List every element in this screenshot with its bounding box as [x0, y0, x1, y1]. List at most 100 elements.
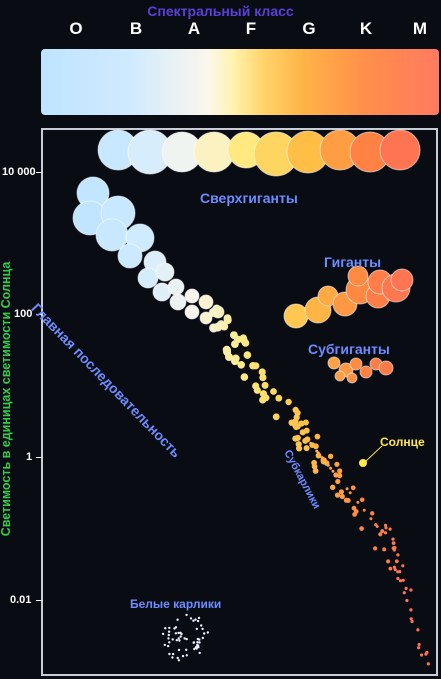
main-sequence-star: [404, 586, 408, 591]
main-sequence-star: [417, 642, 421, 647]
y-tick-mark: [36, 457, 42, 458]
sun-marker: [359, 459, 367, 467]
plot-frame: [41, 128, 438, 676]
white-dwarf-star: [168, 641, 171, 644]
main-sequence-star: [417, 646, 421, 650]
main-sequence-star: [383, 531, 388, 535]
white-dwarf-star: [200, 624, 203, 627]
main-sequence-star: [302, 419, 309, 426]
main-sequence-star: [270, 388, 277, 395]
white-dwarf-star: [197, 646, 200, 649]
main-sequence-star: [213, 322, 223, 332]
white-dwarf-star: [197, 616, 201, 620]
main-sequence-star: [388, 566, 393, 571]
white-dwarf-star: [168, 626, 171, 630]
spectral-class-o: O: [69, 19, 83, 38]
main-sequence-star: [225, 353, 233, 361]
subgiant-star: [359, 365, 373, 379]
subgiant-star: [378, 360, 394, 376]
main-sequence-star: [327, 453, 334, 459]
white-dwarf-star: [198, 651, 201, 655]
main-sequence-star: [370, 511, 375, 516]
main-sequence-star: [275, 394, 283, 402]
main-sequence-star: [337, 468, 343, 474]
white-dwarf-star: [201, 627, 204, 631]
subdwarf-star: [362, 508, 366, 512]
white-dwarf-star: [161, 632, 165, 636]
white-dwarf-star: [198, 641, 201, 644]
y-axis-label: Светимость в единицах светимости Солнца: [0, 261, 13, 537]
white-dwarf-star: [177, 637, 180, 640]
white-dwarf-star: [171, 638, 174, 641]
subdwarf-star: [369, 517, 373, 521]
white-dwarf-star: [167, 630, 171, 633]
white-dwarf-star: [203, 632, 206, 635]
supergiants-label: Сверхгиганты: [200, 190, 298, 206]
main-sequence-star: [388, 527, 392, 531]
main-sequence-star: [339, 493, 345, 500]
white-dwarf-star: [183, 637, 186, 640]
main-sequence-star: [409, 608, 413, 612]
white-dwarf-star: [177, 659, 181, 662]
white-dwarf-star: [179, 635, 182, 638]
main-sequence-star: [237, 361, 245, 369]
white-dwarf-star: [181, 654, 185, 658]
main-sequence-star: [359, 526, 364, 531]
white-dwarf-star: [195, 627, 198, 631]
main-sequence-star: [398, 579, 403, 583]
main-sequence-star: [220, 322, 229, 331]
main-sequence-star: [334, 492, 341, 498]
white-dwarf-star: [189, 617, 193, 620]
main-sequence-star: [212, 304, 222, 314]
white-dwarf-star: [196, 619, 200, 623]
main-sequence-star: [223, 316, 232, 325]
white-dwarf-star: [177, 648, 181, 652]
main-sequence-star: [396, 570, 400, 574]
white-dwarf-star: [206, 631, 209, 634]
main-sequence-star: [405, 598, 409, 603]
main-sequence-star: [335, 478, 341, 485]
main-sequence-star: [198, 294, 214, 310]
giant-star: [390, 268, 414, 292]
main-sequence-star: [296, 445, 303, 452]
main-sequence-star: [345, 498, 351, 503]
main-sequence-star: [252, 362, 260, 370]
white-dwarf-star: [192, 619, 195, 622]
main-sequence-star: [338, 489, 344, 495]
white-dwarf-star: [176, 618, 179, 621]
white-dwarf-star: [168, 652, 171, 656]
main-sequence-star: [409, 617, 413, 621]
giants-label: Гиганты: [324, 254, 382, 270]
spectral-class-k: K: [359, 19, 373, 38]
main-sequence-star: [167, 278, 185, 296]
main-sequence-star: [394, 559, 399, 564]
subdwarf-star: [329, 466, 333, 470]
main-sequence-star: [259, 390, 267, 398]
main-sequence-star: [393, 546, 397, 550]
main-sequence-star: [380, 529, 385, 534]
main-sequence-star: [396, 576, 400, 581]
main-sequence-star: [424, 652, 428, 656]
white-dwarf-star: [164, 627, 167, 630]
main-sequence-star: [258, 368, 266, 376]
diagram-title: Спектральный класс: [147, 3, 294, 19]
white-dwarf-star: [174, 626, 178, 629]
main-sequence-star: [378, 532, 383, 537]
subdwarf-star: [375, 525, 379, 528]
subgiant-star: [349, 357, 363, 371]
white-dwarf-star: [174, 632, 178, 635]
subgiants-label: Субгиганты: [308, 341, 390, 357]
main-sequence-star: [359, 497, 365, 503]
main-sequence-star: [410, 619, 414, 624]
main-sequence-star: [401, 564, 405, 568]
y-tick-mark: [36, 314, 42, 315]
white-dwarf-star: [185, 648, 188, 651]
subdwarf-star: [345, 487, 349, 491]
white-dwarf-star: [192, 641, 196, 644]
sun-leader-line: [365, 445, 383, 462]
y-tick-mark: [36, 172, 42, 173]
main-sequence-star: [303, 445, 310, 452]
main-sequence-star: [294, 423, 301, 430]
subdwarf-star: [305, 437, 309, 441]
main-sequence-star: [392, 548, 396, 552]
